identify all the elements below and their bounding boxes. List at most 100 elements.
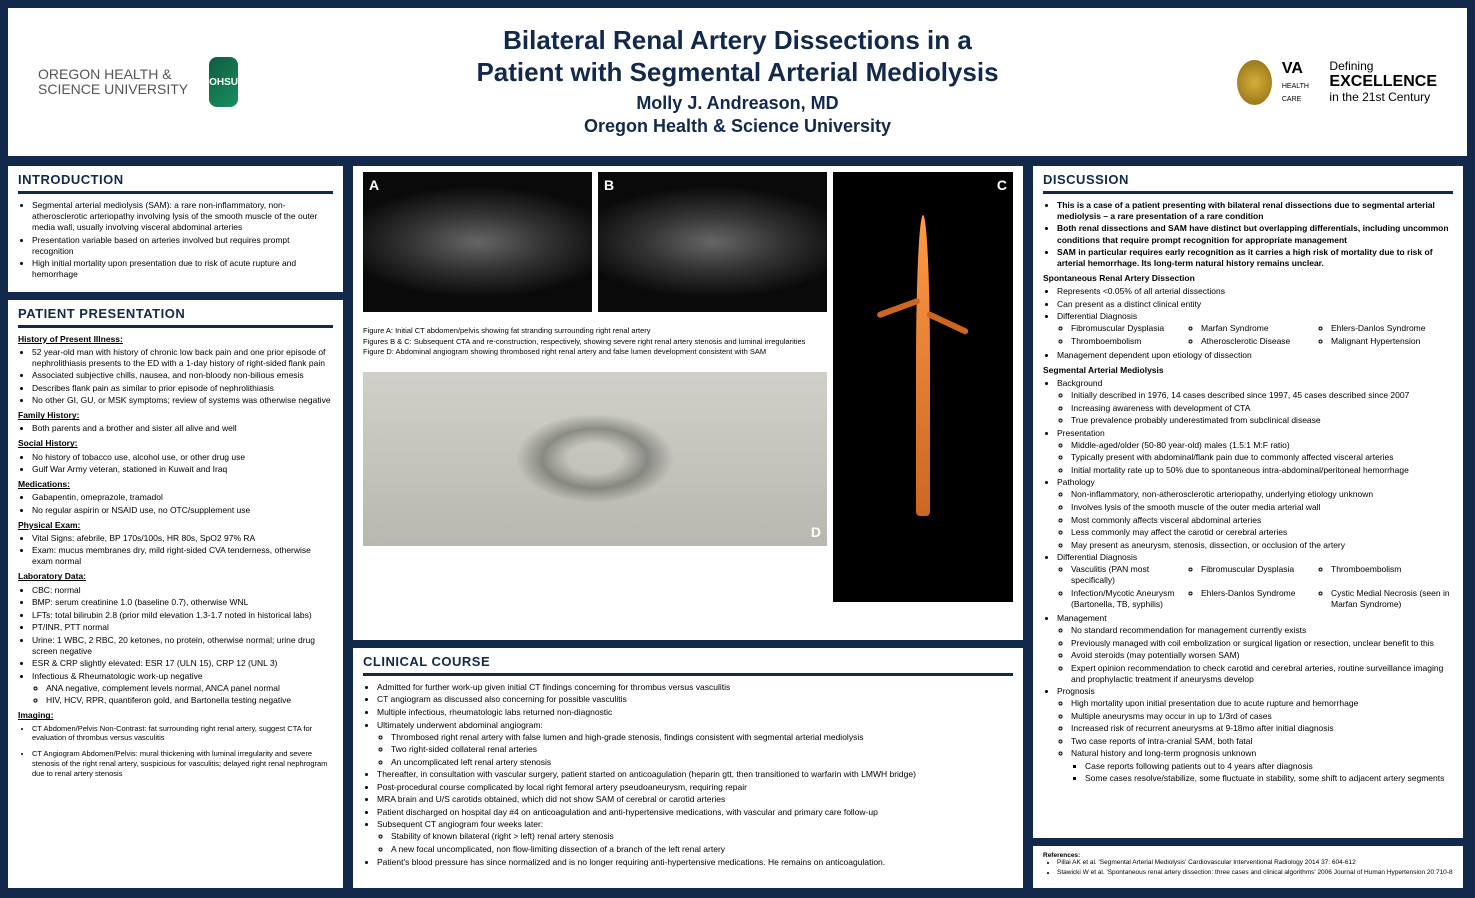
list-item: No other GI, GU, or MSK symptoms; review… [32, 395, 333, 406]
subhead: Pathology [1057, 477, 1095, 487]
list-item: Management dependent upon etiology of di… [1057, 350, 1453, 361]
ref-item: Pillai AK et al. 'Segmental Arterial Med… [1057, 859, 1453, 867]
list-item: PT/INR, PTT normal [32, 622, 333, 633]
subhead: Differential Diagnosis [1057, 552, 1137, 562]
list-item: Expert opinion recommendation to check c… [1071, 663, 1453, 685]
list-item: BMP: serum creatinine 1.0 (baseline 0.7)… [32, 597, 333, 608]
pe-head: Physical Exam: [18, 520, 333, 531]
patient-title: PATIENT PRESENTATION [18, 306, 333, 323]
fig-caption-bc: Figures B & C: Subsequent CTA and re-con… [363, 337, 827, 348]
cta-render [916, 215, 930, 516]
divider [18, 325, 333, 328]
list-item: Ehlers-Danlos Syndrome [1331, 323, 1453, 334]
disc-title: DISCUSSION [1043, 172, 1453, 189]
va-hc: HEALTH CARE [1282, 83, 1309, 103]
list-item: Cystic Medial Necrosis (seen in Marfan S… [1331, 588, 1453, 610]
list-item: Vital Signs: afebrile, BP 170s/100s, HR … [32, 533, 333, 544]
list-item: CBC: normal [32, 585, 333, 596]
list-item: CT Abdomen/Pelvis Non-Contrast: fat surr… [32, 724, 333, 744]
list-item: Ultimately underwent abdominal angiogram… [377, 720, 543, 730]
list-item: Can present as a distinct clinical entit… [1057, 299, 1453, 310]
figure-b: B [598, 172, 827, 312]
list-item: CT angiogram as discussed also concernin… [377, 694, 1013, 705]
list-item: Typically present with abdominal/flank p… [1071, 452, 1453, 463]
sam-head: Segmental Arterial Mediolysis [1043, 365, 1453, 376]
figures-left: A B Figure A: Initial CT abdomen/pelvis … [363, 172, 827, 602]
poster-title-1: Bilateral Renal Artery Dissections in a [238, 25, 1237, 56]
list-item: High mortality upon initial presentation… [1071, 698, 1453, 709]
list-item: Infectious & Rheumatologic work-up negat… [32, 671, 203, 681]
list-item: Presentation variable based on arteries … [32, 235, 333, 257]
list-item: Multiple infectious, rheumatologic labs … [377, 707, 1013, 718]
list-item: Non-inflammatory, non-atherosclerotic ar… [1071, 489, 1453, 500]
list-item: Increased risk of recurrent aneurysms at… [1071, 723, 1453, 734]
list-item: Previously managed with coil embolizatio… [1071, 638, 1453, 649]
va-text: VA HEALTH CARE [1282, 60, 1320, 104]
list-item: Subsequent CT angiogram four weeks later… [377, 819, 543, 829]
labs-head: Laboratory Data: [18, 571, 333, 582]
list-item: 52 year-old man with history of chronic … [32, 347, 333, 369]
list-item: Segmental arterial mediolysis (SAM): a r… [32, 200, 333, 233]
va-seal-icon [1237, 60, 1272, 105]
fam-head: Family History: [18, 410, 333, 421]
list-item: CT Angiogram Abdomen/Pelvis: mural thick… [32, 749, 333, 778]
list-item: LFTs: total bilirubin 2.8 (prior mild el… [32, 610, 333, 621]
left-column: INTRODUCTION Segmental arterial mediolys… [8, 166, 343, 888]
divider [363, 673, 1013, 676]
va-logo-block: VA HEALTH CARE Defining EXCELLENCE in th… [1237, 60, 1437, 105]
list-item: Vasculitis (PAN most specifically) [1071, 564, 1193, 586]
list-item: Initial mortality rate up to 50% due to … [1071, 465, 1453, 476]
list-item: ESR & CRP slightly elevated: ESR 17 (ULN… [32, 658, 333, 669]
list-item: No regular aspirin or NSAID use, no OTC/… [32, 505, 333, 516]
list-item: MRA brain and U/S carotids obtained, whi… [377, 794, 1013, 805]
list-item: No history of tobacco use, alcohol use, … [32, 452, 333, 463]
subhead: Presentation [1057, 428, 1105, 438]
refs-head: References: [1043, 852, 1453, 860]
meds-head: Medications: [18, 479, 333, 490]
list-item: Multiple aneurysms may occur in up to 1/… [1071, 711, 1453, 722]
subhead: Background [1057, 378, 1102, 388]
divider [18, 191, 333, 194]
list-item: Both parents and a brother and sister al… [32, 423, 333, 434]
list-item: Marfan Syndrome [1201, 323, 1323, 334]
list-item: Patient discharged on hospital day #4 on… [377, 807, 1013, 818]
list-item: Patient's blood pressure has since norma… [377, 857, 1013, 868]
list-item: This is a case of a patient presenting w… [1057, 200, 1453, 222]
title-block: Bilateral Renal Artery Dissections in a … [238, 25, 1237, 138]
list-item: No standard recommendation for managemen… [1071, 625, 1453, 636]
columns: INTRODUCTION Segmental arterial mediolys… [8, 166, 1467, 888]
list-item: Gulf War Army veteran, stationed in Kuwa… [32, 464, 333, 475]
list-item: Stability of known bilateral (right > le… [391, 831, 1013, 842]
hpi-head: History of Present Illness: [18, 334, 333, 345]
list-item: Thrombosed right renal artery with false… [391, 732, 1013, 743]
figure-c: C [833, 172, 1013, 602]
list-item: Two case reports of intra-cranial SAM, b… [1071, 736, 1453, 747]
list-item: True prevalence probably underestimated … [1071, 415, 1453, 426]
list-item: Atherosclerotic Disease [1201, 336, 1323, 347]
list-item: Middle-aged/older (50-80 year-old) males… [1071, 440, 1453, 451]
figure-captions: Figure A: Initial CT abdomen/pelvis show… [363, 326, 827, 358]
list-item: Initially described in 1976, 14 cases de… [1071, 390, 1453, 401]
list-item: Associated subjective chills, nausea, an… [32, 370, 333, 381]
list-item: Increasing awareness with development of… [1071, 403, 1453, 414]
list-item: A new focal uncomplicated, non flow-limi… [391, 844, 1013, 855]
list-item: Less commonly may affect the carotid or … [1071, 527, 1453, 538]
img-label: CT Angiogram Abdomen/Pelvis: [32, 749, 138, 758]
list-item: Urine: 1 WBC, 2 RBC, 20 ketones, no prot… [32, 635, 333, 657]
divider [1043, 191, 1453, 194]
va-label: VA [1282, 60, 1303, 77]
course-panel: CLINICAL COURSE Admitted for further wor… [353, 648, 1023, 888]
list-item: Two right-sided collateral renal arterie… [391, 744, 1013, 755]
poster-header: OREGON HEALTH & SCIENCE UNIVERSITY OHSU … [8, 8, 1467, 156]
list-item: Both renal dissections and SAM have dist… [1057, 223, 1453, 245]
poster-title-2: Patient with Segmental Arterial Mediolys… [238, 57, 1237, 88]
list-item: Avoid steroids (may potentially worsen S… [1071, 650, 1453, 661]
img-label: CT Abdomen/Pelvis Non-Contrast: [32, 724, 147, 733]
figure-d: D [363, 372, 827, 546]
soc-head: Social History: [18, 438, 333, 449]
ohsu-text: OREGON HEALTH & SCIENCE UNIVERSITY [38, 67, 199, 98]
refs-panel: References: Pillai AK et al. 'Segmental … [1033, 846, 1463, 888]
img-head: Imaging: [18, 710, 333, 721]
list-item: Thromboembolism [1071, 336, 1193, 347]
figures-panel: A B Figure A: Initial CT abdomen/pelvis … [353, 166, 1023, 640]
